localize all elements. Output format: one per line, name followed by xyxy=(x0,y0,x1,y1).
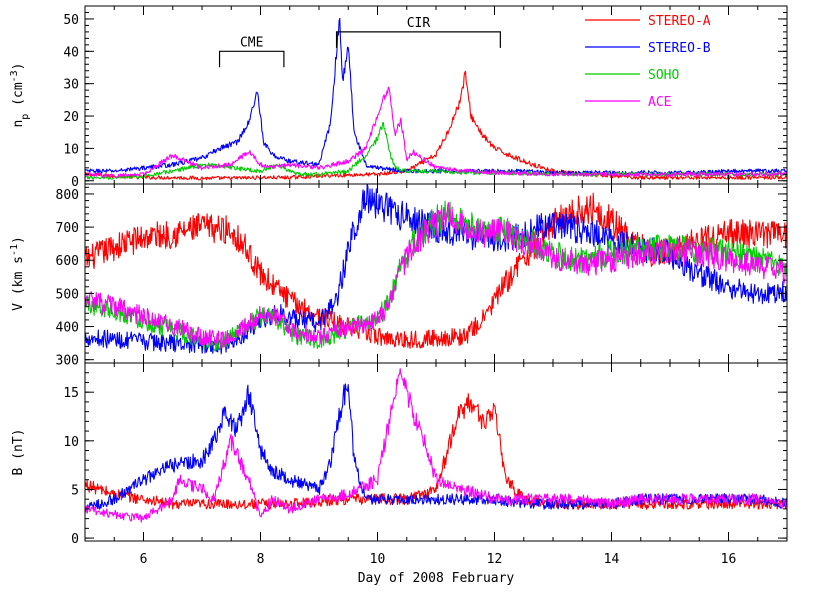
x-tick-label: 16 xyxy=(721,552,737,567)
legend-label-stereo-a: STEREO-A xyxy=(648,14,711,29)
bracket-cme xyxy=(218,50,285,68)
y-axis-label-density: np (cm-3) xyxy=(9,62,31,127)
y-tick-label: 0 xyxy=(71,175,79,190)
y-tick-label: 30 xyxy=(63,78,79,93)
bracket-cir xyxy=(335,31,501,48)
y-tick-label: 300 xyxy=(56,354,79,369)
series-field-stereo-b xyxy=(85,383,787,514)
series-speed-stereo-b xyxy=(85,184,787,355)
x-tick-label: 6 xyxy=(140,552,148,567)
series-density-soho xyxy=(85,121,787,180)
series-density-ace xyxy=(85,86,787,179)
y-tick-label: 5 xyxy=(71,483,79,498)
panel-speed: 300 400 500 600 700 800 V (km s-1) xyxy=(9,183,788,369)
x-tick-label: 10 xyxy=(370,552,386,567)
y-tick-label: 10 xyxy=(63,435,79,450)
legend-label-ace: ACE xyxy=(648,95,671,110)
y-tick-label: 500 xyxy=(56,287,79,302)
y-tick-label: 40 xyxy=(63,45,79,60)
y-axis-label-speed: V (km s-1) xyxy=(9,236,27,311)
y-tick-label: 700 xyxy=(56,221,79,236)
x-tick-label: 14 xyxy=(604,552,620,567)
y-tick-label: 20 xyxy=(63,110,79,125)
annotation-cir: CIR xyxy=(407,16,431,31)
y-tick-label: 10 xyxy=(63,142,79,157)
x-axis-label: Day of 2008 February xyxy=(358,571,515,586)
y-tick-label: 50 xyxy=(63,13,79,28)
series-speed-ace xyxy=(85,202,787,349)
legend-label-stereo-b: STEREO-B xyxy=(648,41,711,56)
series-field-ace xyxy=(85,368,787,523)
y-tick-label: 600 xyxy=(56,254,79,269)
x-tick-label: 8 xyxy=(257,552,265,567)
x-tick-label: 12 xyxy=(487,552,503,567)
panel-field: 0 5 10 15 B (nT) xyxy=(11,362,788,547)
y-tick-label: 15 xyxy=(63,386,79,401)
y-axis-label-field: B (nT) xyxy=(11,429,26,476)
series-field-stereo-a xyxy=(85,393,787,510)
y-tick-label: 800 xyxy=(56,188,79,203)
y-tick-label: 400 xyxy=(56,321,79,336)
y-tick-label: 0 xyxy=(71,532,79,547)
legend: STEREO-A STEREO-B SOHO ACE xyxy=(585,14,711,110)
annotation-cme: CME xyxy=(240,35,263,50)
panel-frame-field xyxy=(84,362,788,542)
legend-label-soho: SOHO xyxy=(648,68,679,83)
